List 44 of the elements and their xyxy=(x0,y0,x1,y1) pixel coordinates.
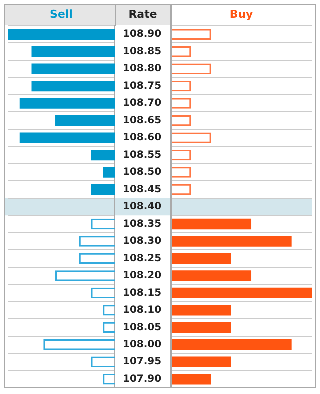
bar xyxy=(91,150,115,161)
y-tick-label: 108.05 xyxy=(123,322,162,334)
bar xyxy=(8,29,115,40)
y-tick-label: 108.90 xyxy=(123,29,162,40)
y-tick-label: 108.10 xyxy=(123,305,162,316)
bar xyxy=(171,322,232,334)
y-tick-label: 108.30 xyxy=(123,236,162,248)
bar xyxy=(171,340,292,350)
chart-title: Buy xyxy=(230,8,254,21)
y-tick-label: 108.50 xyxy=(123,167,162,178)
y-tick-label: 107.90 xyxy=(123,374,162,385)
bar xyxy=(103,167,115,178)
bar xyxy=(32,64,115,74)
chart-title: Sell xyxy=(50,8,73,21)
y-tick-label: 108.55 xyxy=(123,150,162,161)
y-tick-label: 108.15 xyxy=(123,288,162,299)
y-tick-label: 108.45 xyxy=(123,184,162,196)
bar xyxy=(56,115,115,126)
bar xyxy=(171,253,232,264)
bar xyxy=(171,374,212,385)
bar xyxy=(171,270,252,282)
bar xyxy=(91,184,115,196)
y-tick-label: 108.40 xyxy=(123,202,162,213)
bar xyxy=(171,305,232,316)
bar xyxy=(32,46,115,58)
bar xyxy=(20,98,115,109)
y-tick-label: 108.25 xyxy=(123,253,162,264)
y-tick-label: 108.80 xyxy=(123,64,162,75)
y-tick-label: 108.00 xyxy=(123,340,162,350)
y-axis-title: Rate xyxy=(128,8,158,21)
y-tick-label: 107.95 xyxy=(123,356,162,368)
y-tick-label: 108.60 xyxy=(123,132,162,144)
bar xyxy=(171,218,252,230)
y-tick-label: 108.35 xyxy=(123,218,162,230)
y-tick-label: 108.65 xyxy=(123,115,162,126)
bar xyxy=(32,80,115,92)
y-tick-label: 108.75 xyxy=(123,80,162,92)
bar xyxy=(171,288,312,299)
bar xyxy=(20,132,115,144)
y-tick-label: 108.70 xyxy=(123,98,162,110)
bar xyxy=(171,356,232,368)
y-tick-label: 108.85 xyxy=(123,46,162,58)
y-tick-label: 108.20 xyxy=(123,270,162,282)
bar xyxy=(171,236,292,247)
